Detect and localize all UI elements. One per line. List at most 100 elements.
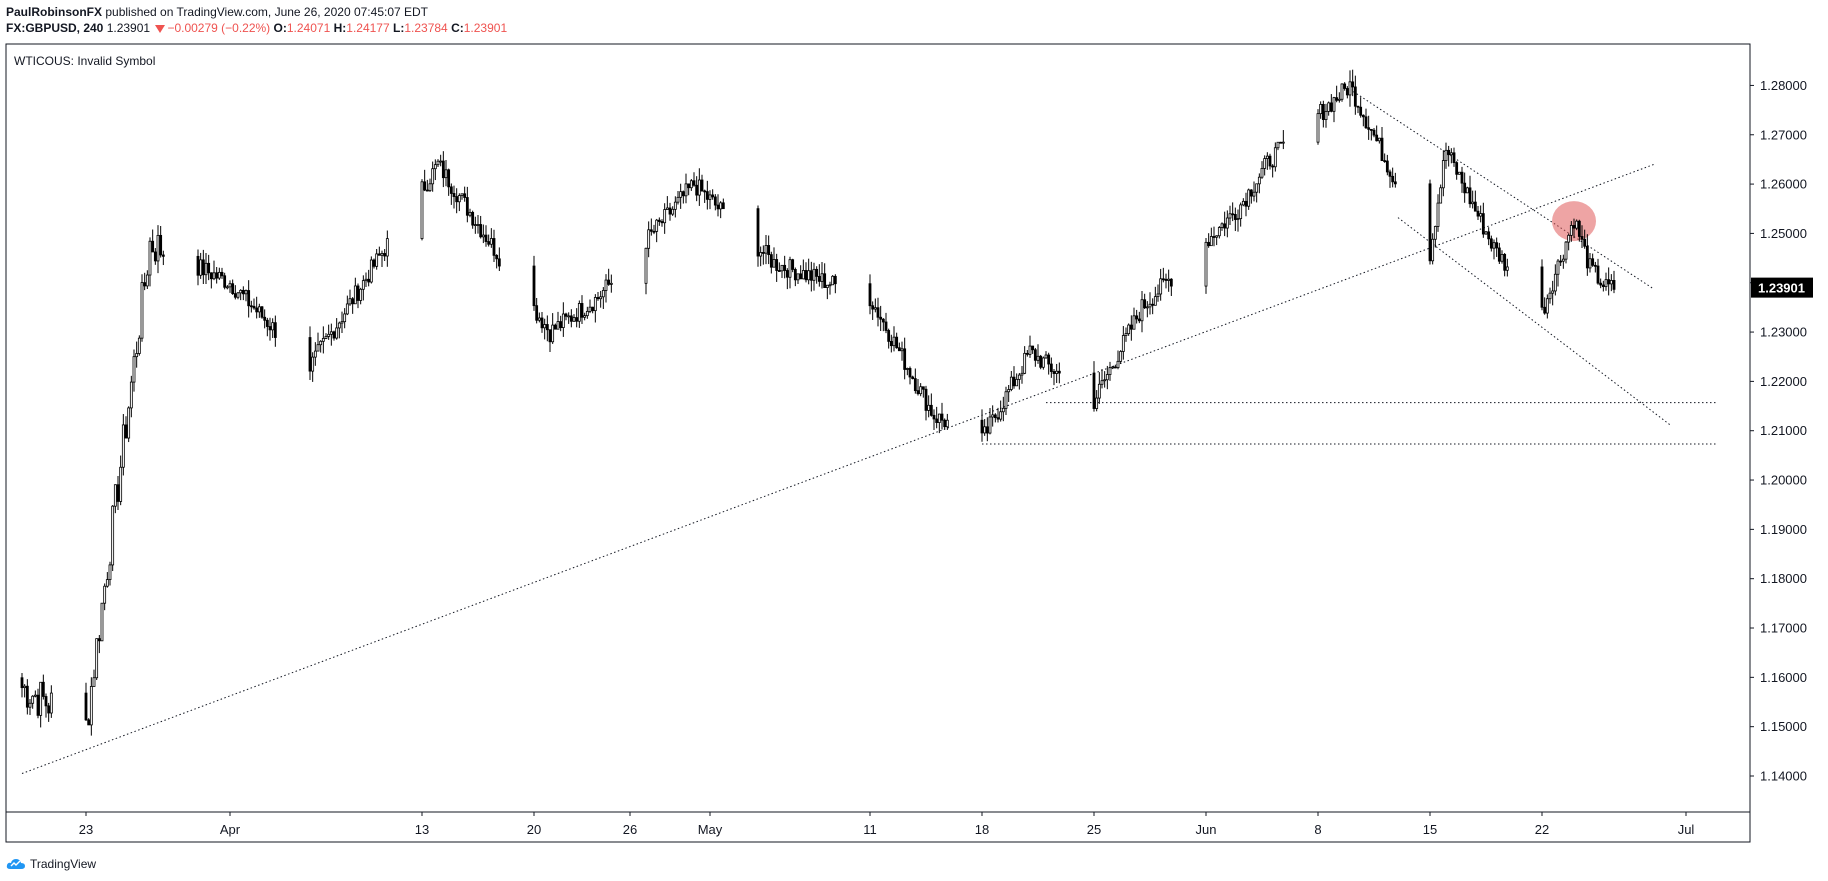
candle-up [999,411,1003,420]
candle-up [28,702,32,708]
candle-down [1164,278,1168,281]
footer-brand[interactable]: TradingView [30,857,97,871]
candle-down [767,245,771,256]
candle-up [1095,397,1099,409]
candle-down [924,388,928,411]
candle-up [1273,147,1277,168]
candle-down [220,271,224,277]
candle-up [1348,81,1352,96]
candle-up [95,638,99,679]
author-name[interactable]: PaulRobinsonFX [6,5,102,19]
y-tick-label: 1.17000 [1760,621,1807,636]
candle-down [201,259,205,276]
candle-down [231,283,235,295]
candle-up [676,196,680,203]
candle-up [345,303,349,315]
candle-up [1007,389,1011,393]
high-label: H: [333,21,347,35]
candle-down [447,169,451,188]
candle-down [1452,152,1456,164]
candle-up [340,321,344,324]
publish-line: PaulRobinsonFX published on TradingView.… [6,4,507,20]
candle-up [572,317,576,322]
candle-up [239,289,243,294]
candle-down [25,685,29,708]
y-tick-label: 1.26000 [1760,177,1807,192]
time-axis[interactable]: 23 Apr 13 20 26 May 11 18 25 Jun 8 15 22 Jul [79,812,1695,837]
candle-down [985,426,989,434]
candle-up [1252,191,1256,197]
candle-down [1476,210,1480,217]
x-tick-label: Jun [1196,822,1217,837]
high-value: 1.24177 [346,21,390,35]
candle-up [1220,223,1224,228]
candle-up [457,195,461,203]
candle-up [671,208,675,215]
candle-down [1447,149,1451,156]
candle-down [1591,258,1595,266]
candle-up [103,585,107,604]
candle-down [1487,231,1491,240]
candle-down [876,307,880,318]
candle-down [1364,116,1368,129]
candle-down [785,270,789,278]
candle-up [1100,380,1104,385]
price-axis[interactable]: 1.280001.270001.260001.250001.240001.230… [1750,78,1807,784]
last-price: 1.23901 [106,21,151,35]
candle-up [919,386,923,395]
candle-up [1609,280,1613,285]
candle-up [361,280,365,290]
candle-down [1596,265,1600,284]
candle-up [204,262,208,276]
candle-down [1497,247,1501,262]
candle-up [820,273,824,282]
candle-down [1351,81,1355,88]
candle-down [247,290,251,307]
candle-down [1473,201,1477,212]
candle-up [321,338,325,342]
candle-down [596,297,600,300]
candle-down [700,179,704,192]
candle-up [873,307,877,310]
candle-down [756,208,760,257]
candle-down [1033,349,1037,361]
candle-up [311,356,315,372]
candle-up [764,245,768,254]
candle-up [1257,176,1261,185]
candle-down [921,386,925,390]
candle-down [823,273,827,288]
candle-down [252,305,256,309]
last-price-tag: 1.23901 [1751,277,1813,298]
candle-down [996,417,1000,420]
candle-down [449,186,453,194]
candle-down [804,270,808,281]
candle-up [1457,171,1461,175]
last-price-tag-text: 1.23901 [1758,281,1805,296]
candle-down [777,270,781,272]
y-tick-label: 1.18000 [1760,571,1807,586]
candle-up [49,692,53,714]
candle-up [353,285,357,305]
symbol-label[interactable]: FX:GBPUSD, 240 [6,21,104,35]
candle-down [783,264,787,271]
candle-up [1167,278,1171,281]
candle-down [1601,284,1605,288]
candle-down [273,322,277,338]
candle-up [1471,201,1475,205]
candle-up [1121,335,1125,352]
candle-up [604,279,608,291]
y-tick-label: 1.21000 [1760,423,1807,438]
candle-down [1353,86,1357,107]
candle-down [913,378,917,392]
candle-up [1548,292,1552,300]
candle-down [575,317,579,322]
candle-up [1020,372,1024,376]
candle-down [1233,213,1237,220]
candle-up [599,296,603,300]
last-price-tag-bg [1751,277,1813,298]
candle-up [988,416,992,434]
candle-down [260,306,264,318]
candle-down [897,347,901,352]
candle-up [1588,258,1592,269]
